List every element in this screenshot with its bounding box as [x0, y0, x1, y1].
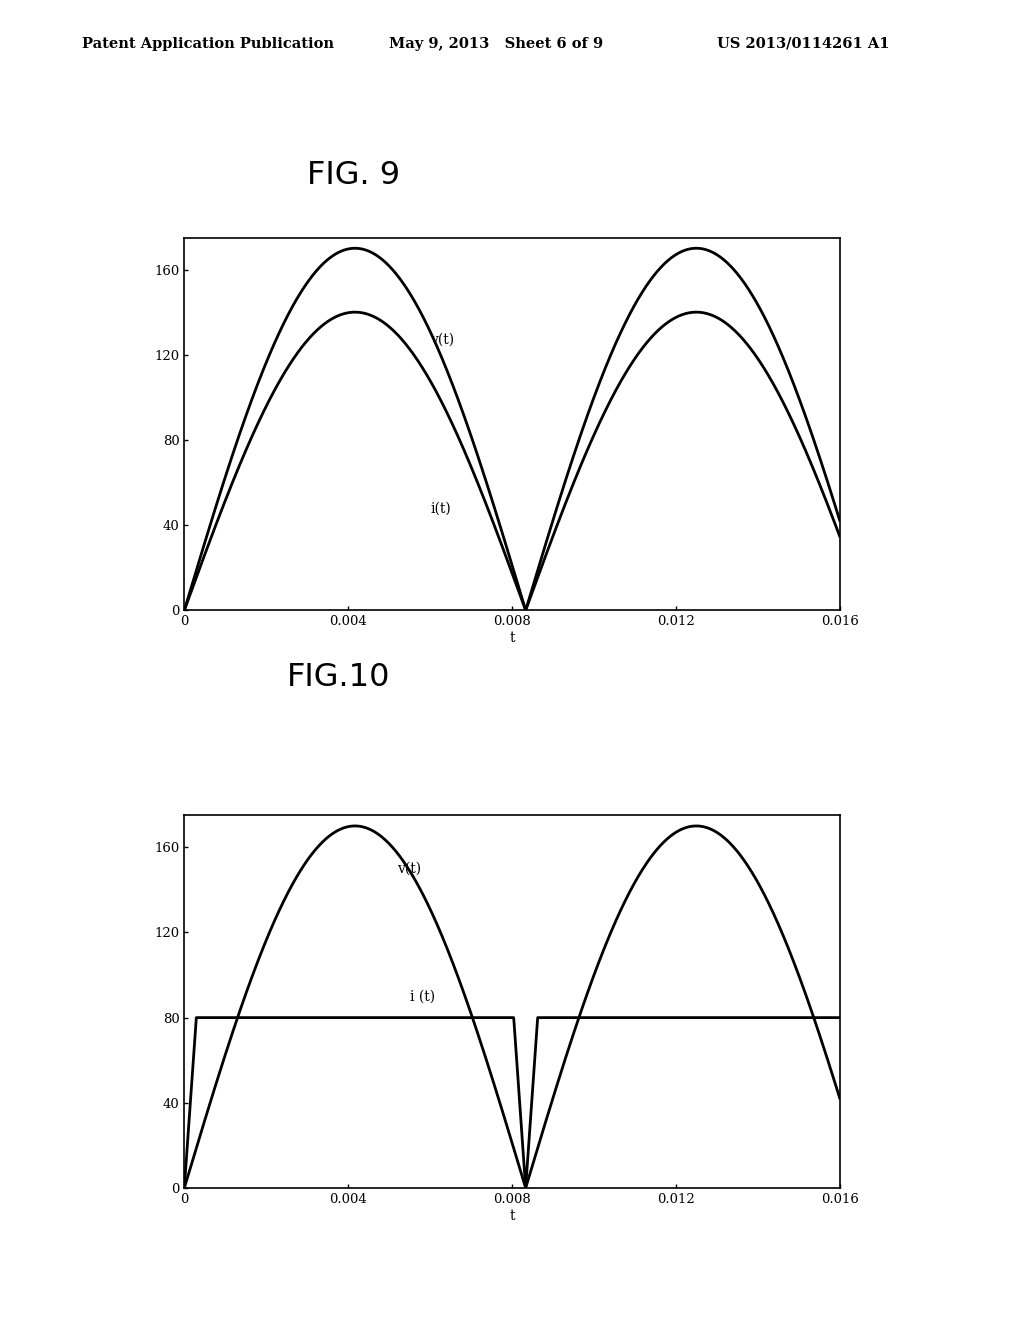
Text: v(t): v(t)	[397, 862, 422, 875]
Text: FIG. 9: FIG. 9	[307, 161, 400, 191]
Text: US 2013/0114261 A1: US 2013/0114261 A1	[717, 37, 889, 51]
Text: i(t): i(t)	[430, 502, 451, 515]
Text: May 9, 2013   Sheet 6 of 9: May 9, 2013 Sheet 6 of 9	[389, 37, 603, 51]
Text: v(t): v(t)	[430, 333, 455, 347]
Text: Patent Application Publication: Patent Application Publication	[82, 37, 334, 51]
Text: FIG.10: FIG.10	[287, 663, 390, 693]
X-axis label: t: t	[509, 1209, 515, 1222]
X-axis label: t: t	[509, 631, 515, 645]
Text: i (t): i (t)	[410, 990, 435, 1003]
